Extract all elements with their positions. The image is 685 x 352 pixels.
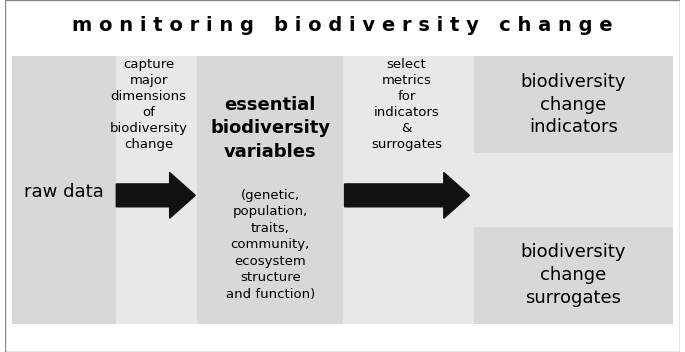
Polygon shape bbox=[116, 172, 195, 218]
Text: m o n i t o r i n g   b i o d i v e r s i t y   c h a n g e: m o n i t o r i n g b i o d i v e r s i … bbox=[72, 16, 613, 35]
FancyBboxPatch shape bbox=[197, 56, 342, 324]
FancyBboxPatch shape bbox=[12, 56, 673, 324]
Text: essential
biodiversity
variables: essential biodiversity variables bbox=[210, 96, 330, 161]
FancyBboxPatch shape bbox=[474, 227, 673, 324]
Polygon shape bbox=[345, 172, 469, 218]
Text: biodiversity
change
indicators: biodiversity change indicators bbox=[521, 73, 626, 137]
Text: biodiversity
change
surrogates: biodiversity change surrogates bbox=[521, 243, 626, 307]
Text: capture
major
dimensions
of
biodiversity
change: capture major dimensions of biodiversity… bbox=[110, 58, 188, 151]
Text: raw data: raw data bbox=[25, 183, 104, 201]
Text: (genetic,
population,
traits,
community,
ecosystem
structure
and function): (genetic, population, traits, community,… bbox=[225, 189, 315, 301]
FancyBboxPatch shape bbox=[474, 56, 673, 153]
Text: select
metrics
for
indicators
&
surrogates: select metrics for indicators & surrogat… bbox=[371, 58, 442, 151]
FancyBboxPatch shape bbox=[12, 56, 116, 324]
